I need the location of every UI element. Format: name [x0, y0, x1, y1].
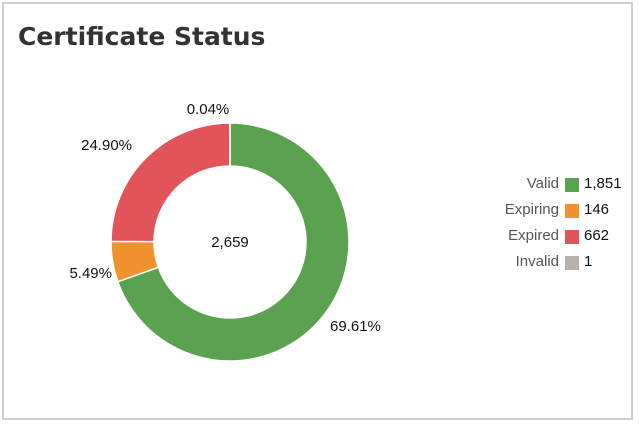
- legend-swatch: [565, 230, 579, 244]
- legend-label: Expired: [508, 227, 559, 244]
- legend-label: Valid: [526, 175, 559, 192]
- percent-label-valid: 69.61%: [330, 318, 381, 335]
- legend-item-expiring[interactable]: Expiring 146: [454, 198, 629, 224]
- certificate-status-card: Certificate Status 69.61% 5.49% 24.90% 0.04…: [2, 2, 633, 420]
- percent-label-invalid: 0.04%: [187, 101, 230, 118]
- donut-slices: [110, 122, 350, 362]
- chart-legend: Valid 1,851 Expiring 146 Expired 662 Invalid 1: [454, 172, 629, 276]
- chart-title: Certificate Status: [18, 22, 266, 51]
- center-total-label: 2,659: [211, 234, 249, 251]
- legend-swatch: [565, 178, 579, 192]
- legend-swatch: [565, 204, 579, 218]
- legend-value: 662: [584, 227, 610, 244]
- legend-item-expired[interactable]: Expired 662: [454, 224, 629, 250]
- legend-swatch: [565, 256, 579, 270]
- legend-label: Expiring: [504, 201, 559, 218]
- legend-value: 1,851: [584, 175, 622, 192]
- legend-value: 146: [584, 201, 610, 218]
- legend-item-invalid[interactable]: Invalid 1: [454, 250, 629, 276]
- legend-item-valid[interactable]: Valid 1,851: [454, 172, 629, 198]
- donut-chart: 69.61% 5.49% 24.90% 0.04% 2,659: [69, 101, 381, 362]
- percent-labels: 69.61% 5.49% 24.90% 0.04%: [69, 101, 380, 335]
- percent-label-expiring: 5.49%: [69, 265, 112, 282]
- slice-valid[interactable]: [116, 122, 350, 362]
- legend-value: 1: [584, 253, 593, 270]
- legend-label: Invalid: [515, 253, 559, 270]
- percent-label-expired: 24.90%: [81, 137, 132, 154]
